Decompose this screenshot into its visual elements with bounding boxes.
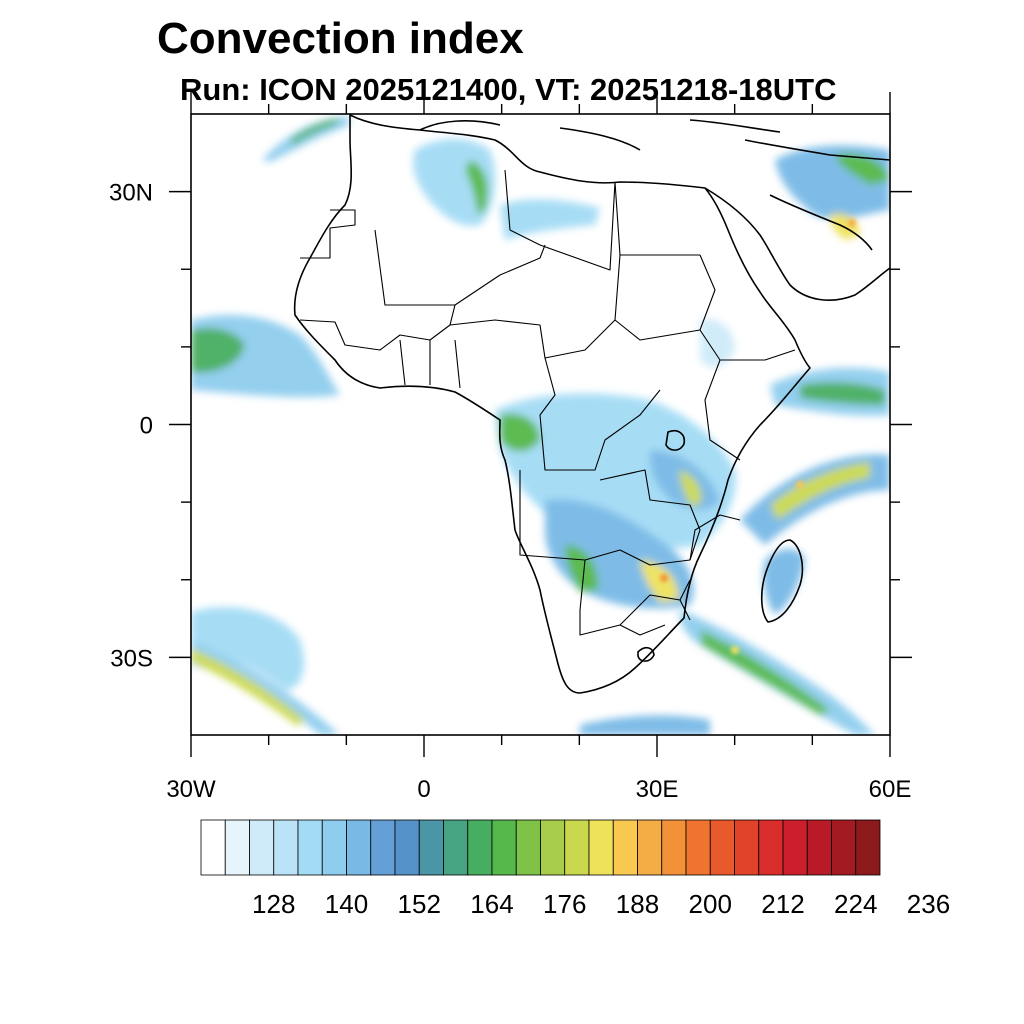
- colorbar-swatch: [782, 819, 808, 876]
- colorbar-swatch: [418, 819, 444, 876]
- border-algeria-mali: [374, 229, 546, 306]
- field-congo: [500, 413, 540, 452]
- field-cell-indian-ocean: [796, 481, 804, 489]
- axis-tick-labels: 30W 0 30E 60E 30N 0 30S: [109, 180, 911, 803]
- field-cell-mozambique: [731, 646, 739, 654]
- border-egypt-sudan: [614, 254, 716, 341]
- colorbar-tick-label: 152: [398, 889, 441, 919]
- colorbar-tick-labels: 128 140 152 164 176 188 200 212 224 236: [252, 889, 950, 919]
- border-mozambique: [679, 514, 741, 621]
- madagascar-coastline: [760, 539, 804, 623]
- field-indian-ocean-north-core: [800, 382, 885, 405]
- axis-ticks: [169, 92, 912, 757]
- border-sahel: [449, 304, 616, 359]
- colorbar-swatch: [637, 819, 663, 876]
- colorbar-swatch: [685, 819, 711, 876]
- border-sahara-west: [300, 209, 356, 259]
- coastlines: [293, 114, 890, 694]
- africa-coastline: [293, 114, 811, 694]
- convection-field: [191, 116, 890, 735]
- colorbar-swatch: [346, 819, 372, 876]
- field-northwest-core: [290, 118, 340, 145]
- field-great-lakes-core: [679, 470, 702, 505]
- lat-tick-label: 0: [140, 413, 153, 440]
- field-mozambique-front: [679, 610, 875, 735]
- lon-tick-label: 0: [417, 776, 430, 803]
- field-indian-ocean-band-core: [770, 462, 870, 520]
- field-mozambique-front-core: [700, 630, 830, 715]
- chart-title: Convection index: [157, 14, 524, 63]
- field-ethiopia: [700, 319, 735, 368]
- chart-subtitle: Run: ICON 2025121400, VT: 20251218-18UTC: [180, 72, 837, 107]
- border-east-africa: [699, 329, 796, 461]
- lon-tick-label: 30W: [166, 776, 216, 803]
- border-libya-egypt: [614, 181, 700, 256]
- colorbar-tick-label: 212: [761, 889, 804, 919]
- colorbar-swatch: [491, 819, 517, 876]
- colorbar-swatch: [564, 819, 590, 876]
- field-madagascar: [763, 548, 805, 615]
- border-central: [539, 357, 661, 471]
- arabia-coastline: [704, 139, 890, 301]
- field-maghreb: [413, 138, 496, 226]
- border-gulf-guinea: [399, 339, 461, 389]
- field-northwest-band: [262, 116, 350, 162]
- colorbar-swatch: [540, 819, 566, 876]
- border-algeria-libya: [504, 169, 616, 271]
- colorbar-swatch: [709, 819, 735, 876]
- border-west-africa: [299, 319, 451, 351]
- field-south-atlantic-front-core: [191, 648, 305, 726]
- colorbar-swatch: [370, 819, 396, 876]
- colorbar-swatch: [588, 819, 614, 876]
- field-zimbabwe-core: [640, 560, 679, 602]
- colorbar-swatch: [515, 819, 541, 876]
- field-iran: [835, 153, 890, 185]
- colorbar-tick-label: 176: [543, 889, 586, 919]
- colorbar-swatch: [249, 819, 275, 876]
- colorbar-tick-label: 236: [907, 889, 950, 919]
- colorbar-swatch: [831, 819, 857, 876]
- field-cell-gulf: [848, 219, 856, 227]
- colorbar-swatch: [758, 819, 784, 876]
- colorbar-swatch: [855, 819, 881, 876]
- colorbar-tick-label: 128: [252, 889, 295, 919]
- colorbar-swatch: [806, 819, 832, 876]
- field-southern-ocean: [580, 715, 710, 735]
- colorbar-swatch: [224, 819, 250, 876]
- lon-tick-label: 60E: [869, 776, 912, 803]
- colorbar-swatch: [321, 819, 347, 876]
- colorbar-swatch: [467, 819, 493, 876]
- field-maghreb-core: [465, 160, 488, 215]
- colorbar-swatch: [734, 819, 760, 876]
- colorbar-swatch: [394, 819, 420, 876]
- lat-tick-label: 30N: [109, 180, 153, 207]
- colorbar-swatch: [297, 819, 323, 876]
- field-south-atlantic: [191, 607, 305, 690]
- mediterranean-north-coast: [419, 119, 781, 151]
- colorbar-swatch: [661, 819, 687, 876]
- country-borders: [299, 169, 796, 636]
- field-cell-zimbabwe: [660, 574, 668, 582]
- lon-tick-label: 30E: [636, 776, 679, 803]
- colorbar-tick-label: 224: [834, 889, 877, 919]
- lesotho: [637, 646, 655, 662]
- colorbar: [200, 819, 881, 876]
- colorbar-swatch: [443, 819, 469, 876]
- colorbar-swatch: [273, 819, 299, 876]
- colorbar-tick-label: 200: [689, 889, 732, 919]
- colorbar-swatch: [200, 819, 226, 876]
- field-south-atlantic-front: [191, 640, 340, 735]
- lake-victoria: [665, 429, 686, 451]
- field-libya: [500, 199, 600, 240]
- colorbar-tick-label: 164: [470, 889, 513, 919]
- colorbar-tick-label: 140: [325, 889, 368, 919]
- field-angola-core: [565, 545, 599, 592]
- field-tropical-atlantic-core: [191, 328, 245, 373]
- colorbar-swatch: [612, 819, 638, 876]
- colorbar-tick-label: 188: [616, 889, 659, 919]
- lat-tick-label: 30S: [110, 645, 153, 672]
